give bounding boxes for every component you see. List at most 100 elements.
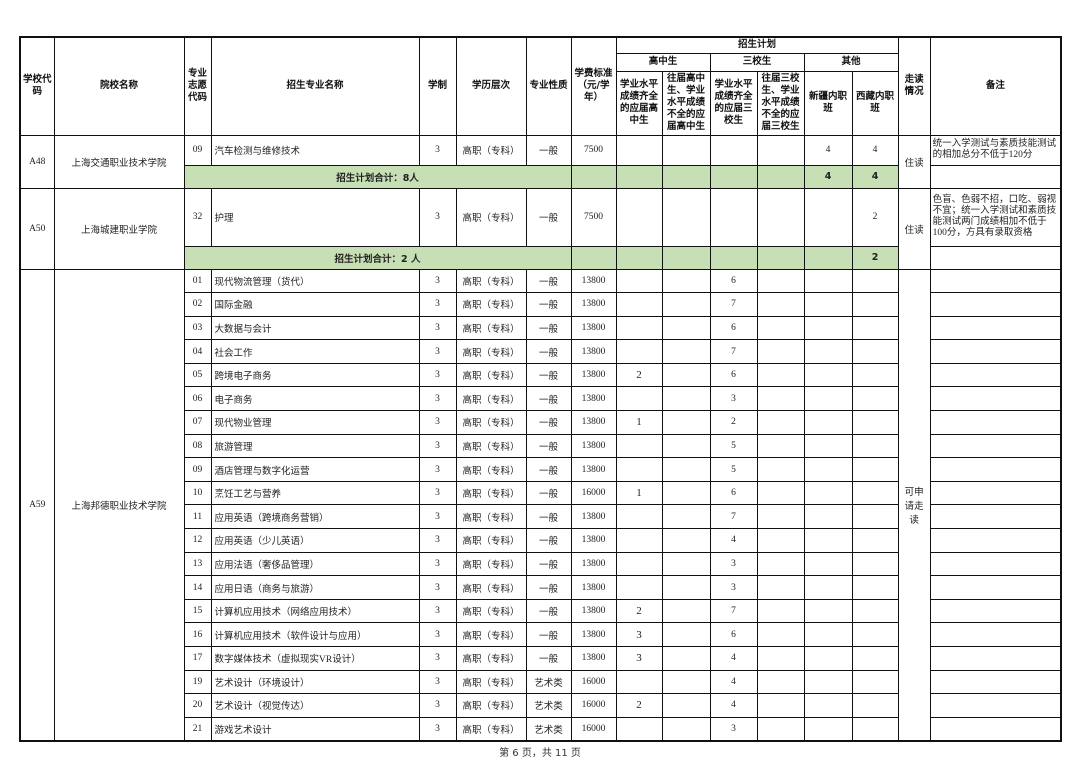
plan-sx-partial [756, 504, 805, 530]
plan-sx-full [709, 134, 758, 166]
level: 高职（专科） [455, 187, 527, 247]
program-type: 一般 [525, 410, 572, 435]
years: 3 [418, 598, 457, 624]
program-code: 21 [183, 716, 212, 742]
plan-hs-partial [661, 268, 711, 294]
fee: 13800 [570, 528, 617, 553]
fee: 13800 [570, 622, 617, 647]
school-name: 上海交通职业技术学院 [53, 134, 185, 189]
years: 3 [418, 292, 457, 317]
plan-hs-full [615, 433, 663, 459]
plan-xinjiang [803, 433, 853, 459]
table-row: 04 社会工作 3 高职（专科） 一般 13800 7 [20, 339, 1062, 364]
fee: 13800 [570, 433, 617, 459]
years: 3 [418, 339, 457, 364]
plan-sx-partial [756, 480, 805, 506]
program-type: 一般 [525, 480, 572, 506]
table-body: A48 上海交通职业技术学院 09 汽车检测与维修技术 3 高职（专科） 一般 7500 4 4 住… [19, 134, 1062, 742]
col-high-school: 高中生 [615, 52, 711, 72]
table-row: 12 应用英语（少儿英语） 3 高职（专科） 一般 13800 4 [20, 528, 1062, 553]
level: 高职（专科） [455, 268, 527, 294]
plan-xinjiang [803, 528, 853, 553]
plan-hs-full: 3 [615, 646, 663, 671]
table-row: 07 现代物业管理 3 高职（专科） 一般 13800 1 2 [20, 410, 1062, 435]
fee: 13800 [570, 339, 617, 364]
plan-tibet [851, 410, 899, 435]
plan-sx-full: 6 [709, 362, 758, 388]
note [929, 575, 1062, 600]
plan-sx-full: 5 [709, 457, 758, 482]
plan-sx-partial [756, 669, 805, 695]
program-code: 10 [183, 480, 212, 506]
commute-status: 住读 [897, 134, 931, 189]
program-type: 一般 [525, 433, 572, 459]
total-hs-full [615, 164, 663, 189]
level: 高职（专科） [455, 480, 527, 506]
plan-tibet [851, 339, 899, 364]
plan-sx-partial [756, 716, 805, 742]
note [929, 504, 1062, 530]
plan-hs-full: 2 [615, 362, 663, 388]
years: 3 [418, 410, 457, 435]
level: 高职（专科） [455, 134, 527, 166]
program-name: 应用英语（少儿英语） [210, 528, 420, 553]
years: 3 [418, 646, 457, 671]
plan-hs-partial [661, 134, 711, 166]
note: 色盲、色弱不招，口吃、弱视不宜；统一入学测试和素质技能测试两门成绩相加不低于10… [929, 187, 1062, 247]
plan-sx-full: 5 [709, 433, 758, 459]
program-code: 19 [183, 669, 212, 695]
program-name: 计算机应用技术（软件设计与应用） [210, 622, 420, 647]
col-commute: 走读情况 [897, 36, 931, 136]
col-program-code: 专业志愿代码 [183, 36, 212, 136]
program-name: 艺术设计（视觉传达） [210, 693, 420, 718]
level: 高职（专科） [455, 622, 527, 647]
plan-hs-partial [661, 386, 711, 412]
total-tibet: 2 [851, 245, 899, 270]
program-code: 02 [183, 292, 212, 317]
plan-sx-partial [756, 646, 805, 671]
program-name: 应用法语（奢侈品管理） [210, 551, 420, 577]
plan-sx-partial [756, 410, 805, 435]
col-plan: 招生计划 [615, 36, 899, 54]
plan-xinjiang [803, 693, 853, 718]
plan-tibet: 2 [851, 187, 899, 247]
fee: 13800 [570, 457, 617, 482]
plan-xinjiang [803, 575, 853, 600]
commute-status: 可申请走读 [897, 268, 931, 742]
level: 高职（专科） [455, 646, 527, 671]
table-row: 21 游戏艺术设计 3 高职（专科） 艺术类 16000 3 [20, 716, 1062, 742]
plan-hs-partial [661, 716, 711, 742]
plan-sx-full: 4 [709, 693, 758, 718]
fee: 13800 [570, 410, 617, 435]
program-code: 06 [183, 386, 212, 412]
total-sx-partial [756, 164, 805, 189]
col-type: 专业性质 [525, 36, 572, 136]
note: 统一入学测试与素质技能测试的相加总分不低于120分 [929, 134, 1062, 166]
plan-hs-partial [661, 187, 711, 247]
program-code: 32 [183, 187, 212, 247]
program-type: 一般 [525, 646, 572, 671]
program-name: 酒店管理与数字化运营 [210, 457, 420, 482]
plan-sx-partial [756, 598, 805, 624]
years: 3 [418, 693, 457, 718]
program-type: 一般 [525, 315, 572, 341]
plan-hs-partial [661, 410, 711, 435]
plan-sx-full: 3 [709, 575, 758, 600]
plan-xinjiang [803, 187, 853, 247]
plan-sx-partial [756, 693, 805, 718]
years: 3 [418, 480, 457, 506]
plan-tibet [851, 575, 899, 600]
level: 高职（专科） [455, 362, 527, 388]
note [929, 622, 1062, 647]
table-row: 13 应用法语（奢侈品管理） 3 高职（专科） 一般 13800 3 [20, 551, 1062, 577]
note [929, 716, 1062, 742]
plan-sx-partial [756, 551, 805, 577]
program-name: 应用英语（跨境商务营销） [210, 504, 420, 530]
table-row: 20 艺术设计（视觉传达） 3 高职（专科） 艺术类 16000 2 4 [20, 693, 1062, 718]
years: 3 [418, 622, 457, 647]
program-name: 国际金融 [210, 292, 420, 317]
plan-tibet [851, 669, 899, 695]
program-name: 护理 [210, 187, 420, 247]
plan-hs-full [615, 292, 663, 317]
plan-hs-full [615, 528, 663, 553]
